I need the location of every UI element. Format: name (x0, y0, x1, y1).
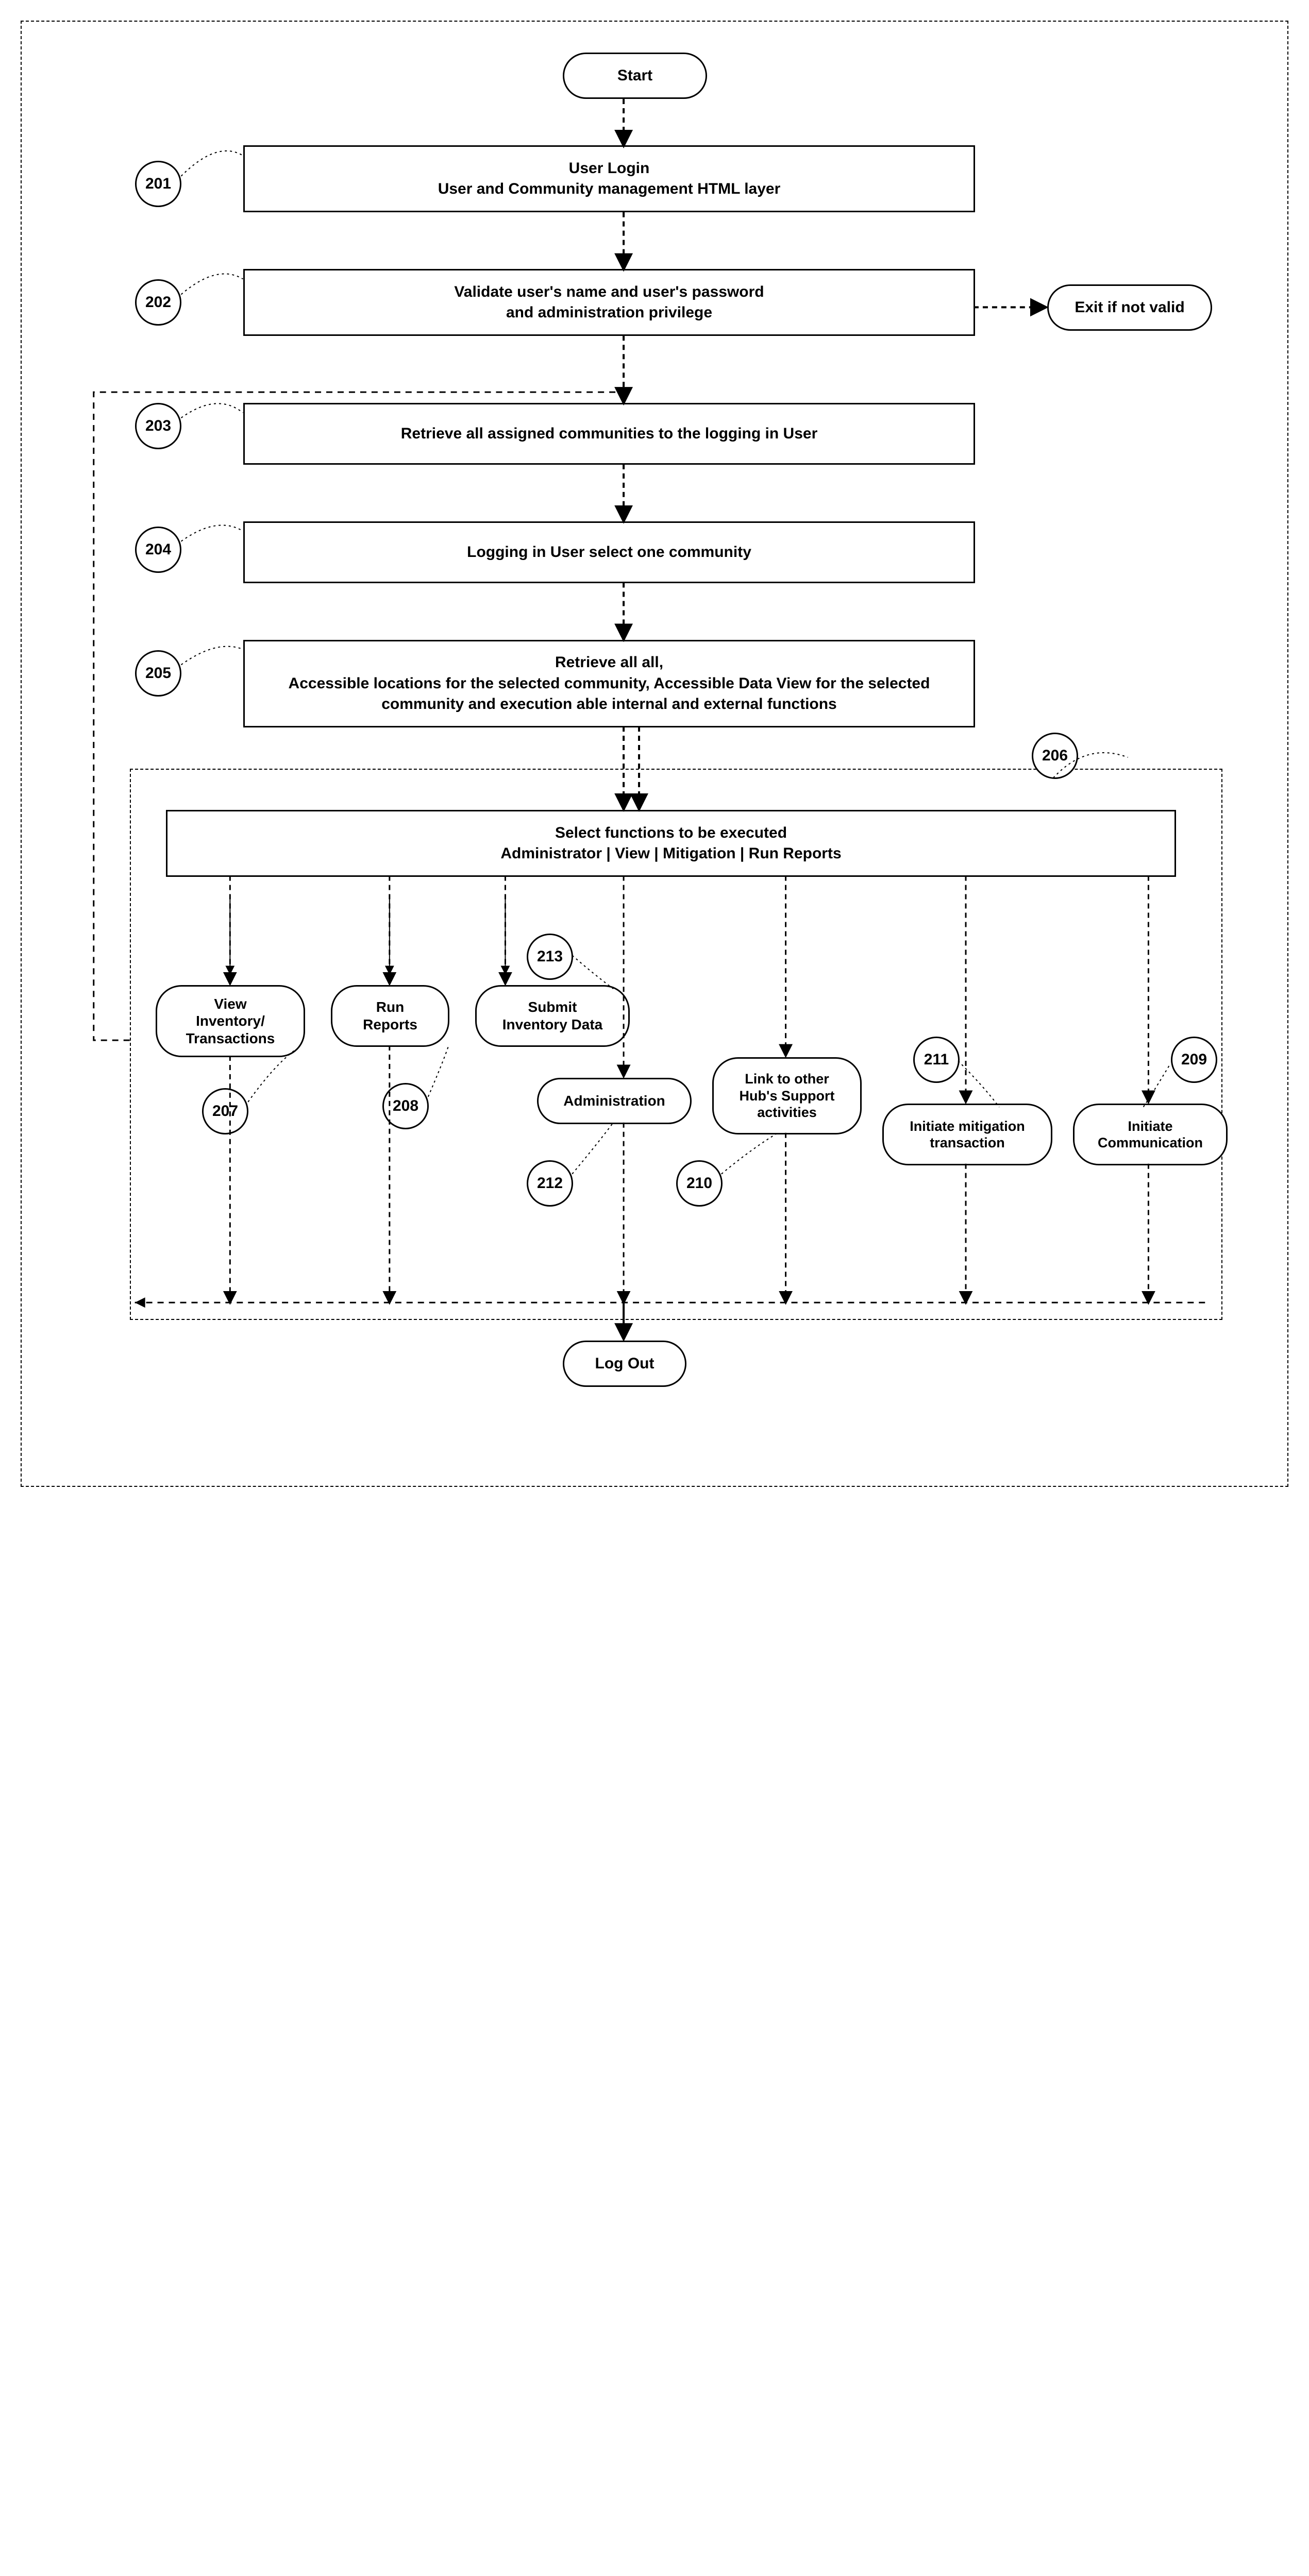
terminal-exit: Exit if not valid (1047, 284, 1212, 331)
ref-201: 201 (135, 161, 181, 207)
func-208: Run Reports (331, 985, 449, 1047)
ref-202: 202 (135, 279, 181, 326)
flowchart-canvas: Start User Login User and Community mana… (21, 21, 1288, 1487)
func-210: Link to other Hub's Support activities (712, 1057, 862, 1134)
func-211: Initiate mitigation transaction (882, 1104, 1052, 1165)
step-205: Retrieve all all, Accessible locations f… (243, 640, 975, 727)
ref-203: 203 (135, 403, 181, 449)
step-205-line2: Accessible locations for the selected co… (289, 673, 930, 694)
func-209: Initiate Communication (1073, 1104, 1228, 1165)
step-206: Select functions to be executed Administ… (166, 810, 1176, 877)
terminal-start: Start (563, 53, 707, 99)
step-206-line1: Select functions to be executed (555, 823, 787, 844)
step-203-line1: Retrieve all assigned communities to the… (401, 423, 818, 445)
func-207: View Inventory/ Transactions (156, 985, 305, 1057)
ref-210: 210 (676, 1160, 723, 1207)
ref-211: 211 (913, 1037, 960, 1083)
step-201-line1: User Login (569, 158, 650, 179)
step-201: User Login User and Community management… (243, 145, 975, 212)
func-212: Administration (537, 1078, 692, 1124)
step-204-line1: Logging in User select one community (467, 542, 751, 563)
terminal-start-label: Start (617, 66, 652, 85)
ref-206: 206 (1032, 733, 1078, 779)
step-201-line2: User and Community management HTML layer (438, 179, 781, 200)
step-206-line2: Administrator | View | Mitigation | Run … (500, 843, 841, 865)
terminal-logout-label: Log Out (595, 1354, 654, 1373)
step-203: Retrieve all assigned communities to the… (243, 403, 975, 465)
ref-205: 205 (135, 650, 181, 697)
step-205-line3: community and execution able internal an… (381, 694, 837, 715)
ref-204: 204 (135, 527, 181, 573)
ref-209: 209 (1171, 1037, 1217, 1083)
step-202: Validate user's name and user's password… (243, 269, 975, 336)
ref-207: 207 (202, 1088, 248, 1134)
step-204: Logging in User select one community (243, 521, 975, 583)
terminal-exit-label: Exit if not valid (1075, 298, 1184, 317)
ref-212: 212 (527, 1160, 573, 1207)
ref-208: 208 (382, 1083, 429, 1129)
step-205-line1: Retrieve all all, (555, 652, 663, 673)
step-202-line2: and administration privilege (506, 302, 712, 324)
terminal-logout: Log Out (563, 1341, 686, 1387)
ref-213: 213 (527, 934, 573, 980)
step-202-line1: Validate user's name and user's password (454, 282, 764, 303)
func-213: Submit Inventory Data (475, 985, 630, 1047)
